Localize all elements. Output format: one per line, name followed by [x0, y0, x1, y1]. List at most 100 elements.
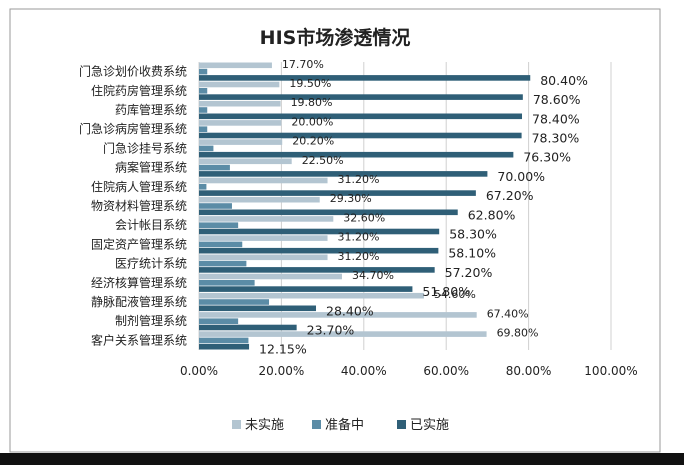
data-label: 70.00% [497, 169, 545, 184]
bar [199, 171, 488, 177]
category-label: 住院药房管理系统 [91, 83, 187, 98]
data-label: 29.30% [330, 192, 372, 205]
bar [199, 203, 232, 209]
bar [199, 190, 476, 196]
bar [199, 299, 270, 305]
legend-label: 未实施 [245, 418, 284, 433]
bar [199, 139, 283, 145]
x-tick-label: 60.00% [423, 364, 469, 378]
data-label: 54.60% [434, 288, 476, 301]
category-label: 制剂管理系统 [115, 313, 187, 328]
bar [199, 216, 334, 222]
data-label: 31.20% [338, 173, 380, 186]
data-label: 51.80% [422, 284, 470, 299]
bar [199, 88, 208, 94]
bar [199, 126, 208, 132]
x-tick-label: 20.00% [259, 364, 305, 378]
data-label: 20.20% [292, 135, 334, 148]
x-tick-label: 40.00% [341, 364, 387, 378]
bar [199, 318, 239, 324]
data-label: 28.40% [326, 303, 374, 318]
legend-swatch [312, 420, 321, 429]
category-label: 病案管理系统 [115, 160, 187, 175]
data-label: 58.30% [449, 227, 497, 242]
bar [199, 337, 249, 344]
bottom-bar [0, 453, 684, 465]
data-label: 78.30% [532, 131, 580, 146]
category-label: 物资材料管理系统 [91, 198, 187, 213]
x-tick-labels: 0.00% 20.00% 40.00% 60.00% 80.00% 100.00% [180, 364, 638, 378]
bar [199, 132, 522, 139]
bar [199, 100, 281, 107]
category-label: 经济核算管理系统 [91, 275, 187, 290]
data-label: 78.40% [532, 111, 580, 126]
x-tick-label: 100.00% [584, 364, 637, 378]
bar [199, 151, 514, 158]
data-label: 67.40% [487, 307, 529, 320]
data-label: 17.70% [282, 58, 324, 71]
bar [199, 254, 328, 261]
bar [199, 267, 435, 273]
legend: 未实施 准备中 已实施 [232, 417, 449, 433]
data-label: 67.20% [486, 188, 534, 203]
bar [199, 196, 320, 203]
bar [199, 120, 282, 126]
bars [199, 62, 531, 350]
data-label: 76.30% [523, 150, 571, 165]
bar [199, 184, 207, 190]
bar [199, 260, 247, 267]
data-label: 80.40% [540, 73, 588, 88]
bar [199, 107, 208, 113]
data-label: 23.70% [307, 323, 355, 338]
bar [199, 286, 413, 292]
bar [199, 228, 440, 235]
data-labels: 17.70% 80.40% 19.50% 78.60% 19.80% 78.40% 20.0… [259, 58, 588, 357]
bar [199, 273, 342, 280]
bar [199, 62, 272, 69]
legend-label: 已实施 [410, 418, 449, 433]
data-label: 58.10% [448, 246, 496, 261]
bar [199, 247, 439, 254]
bar [199, 280, 255, 286]
category-label: 医疗统计系统 [115, 257, 187, 271]
legend-label: 准备中 [325, 417, 364, 433]
bar [199, 209, 458, 216]
bar [199, 292, 424, 299]
data-label: 69.80% [497, 327, 539, 340]
data-label: 20.00% [291, 115, 333, 128]
data-label: 57.20% [445, 265, 493, 280]
bar [199, 235, 328, 241]
bar [199, 68, 208, 75]
category-label: 固定资产管理系统 [91, 236, 187, 251]
data-label: 12.15% [259, 342, 307, 357]
bar [199, 81, 280, 88]
data-label: 19.80% [291, 96, 333, 109]
bar [199, 222, 239, 228]
x-tick-label: 0.00% [180, 364, 218, 378]
legend-swatch [232, 420, 241, 429]
data-label: 62.80% [468, 207, 516, 222]
bar [199, 312, 477, 318]
data-label: 78.60% [533, 92, 581, 107]
data-label: 32.60% [343, 211, 385, 224]
bar [199, 145, 214, 152]
bar [199, 343, 250, 350]
bar [199, 94, 523, 100]
category-label: 会计帐目系统 [115, 217, 187, 232]
bar [199, 75, 531, 81]
data-label: 34.70% [352, 269, 394, 282]
data-label: 31.20% [338, 231, 380, 244]
bar [199, 164, 230, 171]
bar [199, 177, 328, 184]
data-label: 19.50% [289, 77, 331, 90]
category-label: 静脉配液管理系统 [91, 294, 187, 309]
legend-swatch [397, 420, 406, 429]
bar [199, 331, 487, 337]
category-label: 门急诊病房管理系统 [79, 121, 187, 136]
bar [199, 158, 292, 165]
bar [199, 324, 297, 331]
category-label: 门急诊划价收费系统 [79, 64, 187, 79]
category-label: 住院病人管理系统 [91, 179, 187, 194]
